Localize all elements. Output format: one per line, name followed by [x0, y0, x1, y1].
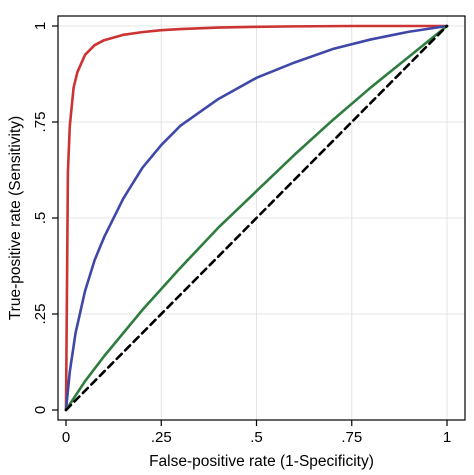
y-tick-label: .25 [32, 304, 49, 325]
x-tick-label: .25 [151, 429, 172, 446]
series-line-4 [64, 24, 449, 412]
x-axis-title: False-positive rate (1-Specificity) [149, 453, 374, 470]
y-tick-label: .75 [32, 112, 49, 133]
y-tick-label: .5 [32, 212, 49, 225]
x-tick-label: .5 [250, 429, 263, 446]
y-tick-label: 0 [32, 406, 49, 414]
series-line-1 [64, 24, 449, 412]
x-axis-ticks: 0 .25 .5 .75 1 [62, 420, 451, 446]
x-tick-label: .75 [341, 429, 362, 446]
y-tick-label: 1 [32, 22, 49, 30]
grid-lines [58, 16, 465, 420]
series-lines [64, 24, 449, 412]
series-line-3 [64, 24, 449, 412]
y-axis-title: True-positive rate (Sensitivity) [7, 116, 24, 320]
x-tick-label: 0 [62, 429, 70, 446]
series-line-2 [64, 24, 449, 412]
x-tick-label: 1 [443, 429, 451, 446]
y-axis-ticks: 0 .25 .5 .75 1 [32, 22, 58, 414]
